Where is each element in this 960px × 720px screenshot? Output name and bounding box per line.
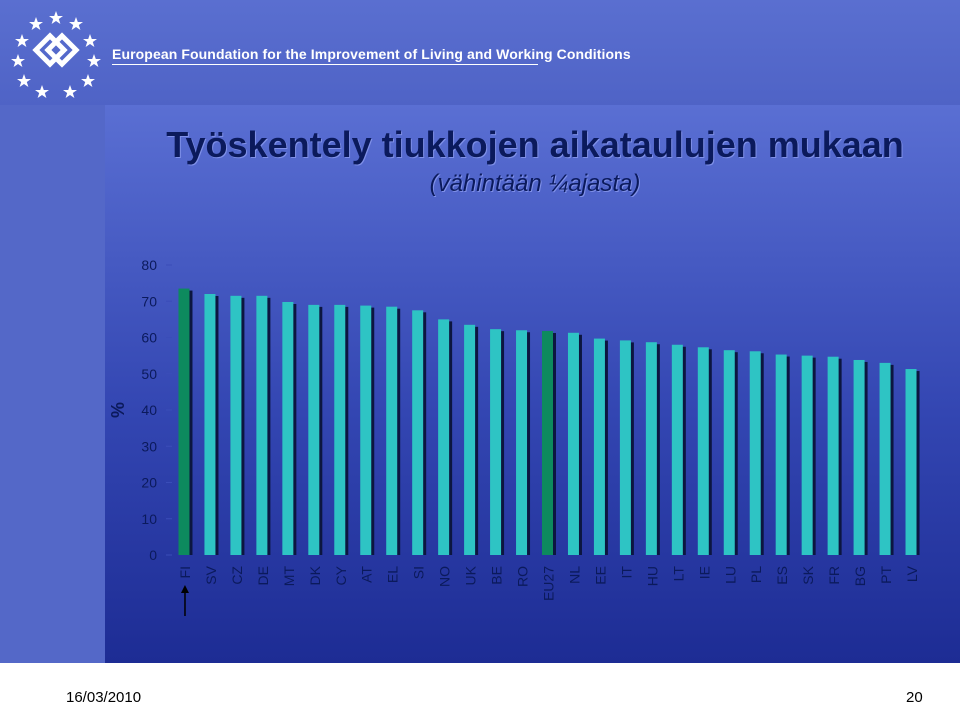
bar-fr (827, 356, 839, 555)
x-tick-label: PL (748, 566, 764, 583)
bar-sv (204, 294, 216, 555)
org-name: European Foundation for the Improvement … (112, 46, 631, 62)
x-tick-label: PT (878, 566, 894, 584)
bar-el (386, 306, 398, 555)
x-tick-label: AT (359, 566, 375, 583)
marker-arrow-head (180, 585, 189, 593)
x-tick-label: FI (177, 566, 193, 578)
bar-be (490, 329, 502, 555)
bar-no (438, 319, 450, 555)
bar-eu27 (542, 330, 553, 555)
x-tick-label: FR (826, 566, 842, 585)
y-tick-label: 70 (141, 293, 157, 309)
bar-fi (178, 288, 190, 555)
x-tick-label: SI (411, 566, 427, 579)
x-tick-label: HU (644, 566, 660, 586)
x-tick-label: CZ (229, 566, 245, 585)
x-tick-label: RO (515, 566, 531, 587)
slide-date: 16/03/2010 (66, 689, 142, 706)
x-tick-label: NL (566, 566, 582, 584)
x-tick-label: BE (489, 566, 505, 585)
x-tick-label: MT (281, 566, 297, 587)
bar-chart: % 0 10 20 30 40 50 60 70 80 FI SV CZ DE MT DK CY AT EL SI NO… (108, 257, 920, 616)
bar-pl (749, 351, 761, 555)
bar-ee (593, 338, 605, 555)
bar-uk (464, 324, 476, 555)
y-axis-label: % (108, 402, 128, 418)
footer-bar (0, 663, 960, 720)
bar-it (619, 340, 631, 555)
x-tick-label: EU27 (541, 566, 557, 601)
bar-nl (567, 332, 579, 555)
bar-mt (282, 301, 294, 555)
header-bar: European Foundation for the Improvement … (0, 0, 960, 105)
y-tick-label: 20 (141, 475, 157, 491)
bar-lu (723, 350, 735, 555)
y-tick-label: 50 (141, 366, 157, 382)
bar-si (412, 310, 424, 555)
x-tick-label: SV (203, 565, 219, 584)
bar-cz (230, 295, 242, 555)
y-tick-label: 30 (141, 438, 157, 454)
bar-at (360, 305, 372, 555)
y-tick-label: 10 (141, 511, 157, 527)
bar-es (775, 354, 787, 555)
x-tick-label: DK (307, 565, 323, 585)
x-tick-label: LT (670, 566, 686, 582)
x-tick-label: CY (333, 565, 349, 585)
bar-ro (516, 330, 528, 555)
x-tick-label: BG (852, 566, 868, 586)
x-tick-label: EL (385, 566, 401, 583)
bar-hu (645, 342, 657, 555)
x-tick-label: DE (255, 566, 271, 585)
bar-sk (801, 355, 813, 555)
bar-cy (334, 304, 346, 555)
bar-dk (308, 304, 320, 555)
y-tick-label: 40 (141, 402, 157, 418)
page-number: 20 (906, 689, 923, 706)
bar-pt (879, 362, 891, 555)
y-tick-label: 80 (141, 257, 157, 273)
x-tick-label: EE (592, 566, 608, 585)
bar-bg (853, 359, 865, 555)
x-tick-label: LV (904, 565, 920, 582)
eurofound-logo (11, 11, 101, 98)
x-tick-label: NO (437, 566, 453, 587)
y-tick-label: 60 (141, 330, 157, 346)
slide-panel (105, 105, 960, 663)
x-tick-label: IT (618, 566, 634, 579)
slide-title: Työskentely tiukkojen aikataulujen mukaa… (166, 124, 904, 165)
y-tick-label: 0 (149, 547, 157, 563)
x-tick-label: LU (722, 566, 738, 584)
x-tick-label: IE (696, 566, 712, 579)
bar-lt (671, 344, 683, 555)
slide-subtitle: (vähintään ¼ajasta) (429, 170, 641, 197)
x-tick-label: ES (774, 566, 790, 585)
bar-ie (697, 347, 709, 555)
x-tick-label: SK (800, 565, 816, 584)
bar-lv (905, 369, 917, 555)
x-tick-label: UK (463, 565, 479, 585)
bar-de (256, 295, 268, 555)
org-underline (112, 64, 538, 65)
